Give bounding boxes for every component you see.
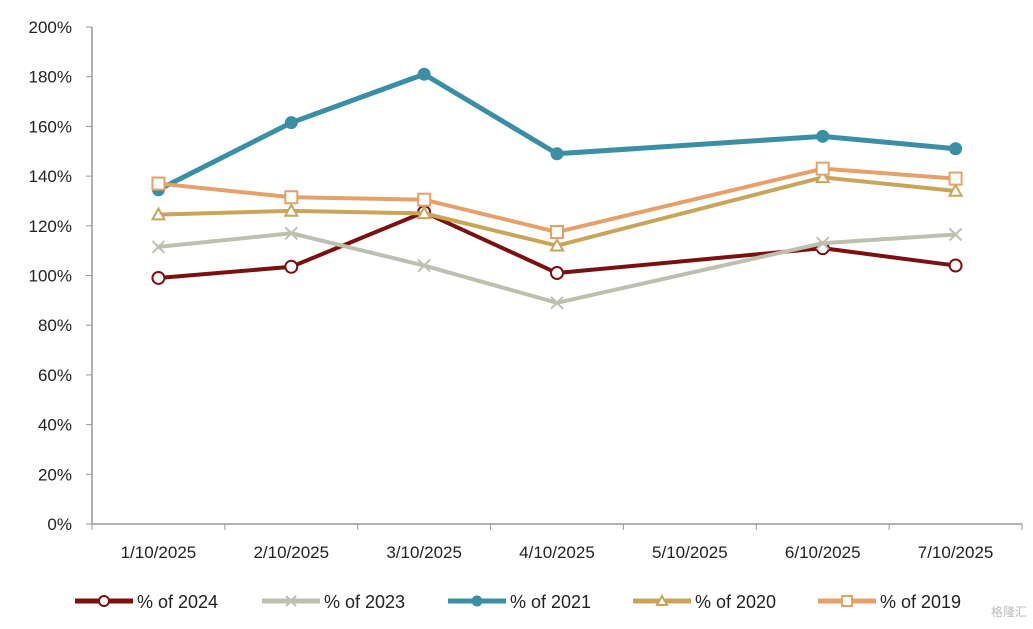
- x-axis-ticks: 1/10/2025 2/10/2025 3/10/2025 4/10/2025 5/10…: [91, 524, 1023, 562]
- y-axis-ticks: 0% 20% 40% 60% 80% 100% 120% 140% 160% 180% 200%: [29, 18, 92, 534]
- series-line: [156, 210, 958, 280]
- data-point: [947, 182, 964, 197]
- data-point: [284, 259, 299, 274]
- x-tick-label: 7/10/2025: [918, 543, 994, 562]
- data-point: [151, 176, 166, 191]
- x-tick-label: 1/10/2025: [121, 543, 197, 562]
- series-line: [156, 231, 958, 305]
- data-point: [417, 192, 432, 207]
- series-group: [151, 205, 963, 285]
- data-point-stroke: [948, 227, 963, 242]
- data-point: [284, 116, 298, 130]
- data-point: [150, 206, 167, 221]
- data-point: [816, 236, 830, 250]
- legend-item: % of 2024: [75, 592, 218, 612]
- data-point: [550, 147, 564, 161]
- series-group: [151, 226, 963, 310]
- data-point: [815, 169, 831, 184]
- x-tick-label: 2/10/2025: [253, 543, 329, 562]
- y-tick-label: 140%: [29, 167, 72, 186]
- data-point-stroke: [284, 226, 298, 240]
- data-point: [151, 240, 166, 254]
- data-point: [417, 258, 431, 273]
- y-tick-label: 200%: [29, 18, 72, 37]
- series-group: [150, 169, 964, 252]
- legend-label: % of 2021: [510, 592, 591, 612]
- legend-item: % of 2020: [633, 592, 776, 612]
- series-line: [156, 166, 958, 235]
- y-tick-label: 20%: [38, 465, 72, 484]
- data-point-stroke: [550, 296, 564, 310]
- data-point-stroke: [151, 240, 166, 254]
- legend-item: % of 2021: [448, 592, 591, 612]
- data-point: [655, 593, 669, 606]
- data-point-stroke: [816, 236, 830, 250]
- data-point: [285, 595, 297, 607]
- y-tick-label: 180%: [29, 68, 72, 87]
- data-point: [816, 129, 830, 143]
- series-group: [151, 67, 963, 197]
- legend-label: % of 2020: [695, 592, 776, 612]
- data-point: [550, 296, 564, 310]
- data-point: [417, 67, 431, 81]
- data-point: [284, 190, 299, 205]
- x-tick-label: 4/10/2025: [519, 543, 595, 562]
- y-tick-label: 40%: [38, 416, 72, 435]
- x-tick-label: 6/10/2025: [785, 543, 861, 562]
- series-group: [151, 161, 963, 240]
- legend-label: % of 2024: [137, 592, 218, 612]
- data-point: [151, 270, 166, 285]
- y-tick-label: 160%: [29, 117, 72, 136]
- series-layer: [150, 67, 964, 310]
- data-point: [471, 595, 483, 607]
- y-tick-label: 120%: [29, 217, 72, 236]
- legend-item: % of 2019: [818, 592, 961, 612]
- series-line: [156, 175, 958, 248]
- data-point: [949, 142, 963, 156]
- data-point: [284, 226, 298, 240]
- data-point: [550, 266, 564, 281]
- data-point: [948, 171, 963, 186]
- data-point: [815, 161, 830, 176]
- data-point: [841, 595, 853, 607]
- legend-label: % of 2019: [880, 592, 961, 612]
- x-tick-label: 3/10/2025: [386, 543, 462, 562]
- data-point-stroke: [285, 595, 297, 607]
- y-tick-label: 60%: [38, 366, 72, 385]
- watermark: 格隆汇: [990, 605, 1027, 619]
- y-tick-label: 100%: [29, 267, 72, 286]
- data-point: [948, 227, 963, 242]
- legend-label: % of 2023: [324, 592, 405, 612]
- legend: % of 2024 % of 2023 % of 2021 % of 2020 % of…: [75, 592, 961, 612]
- data-point: [948, 258, 963, 273]
- y-tick-label: 80%: [38, 316, 72, 335]
- legend-item: % of 2023: [262, 592, 405, 612]
- data-point: [549, 237, 565, 252]
- y-tick-label: 0%: [47, 515, 72, 534]
- x-tick-label: 5/10/2025: [652, 543, 728, 562]
- data-point: [550, 225, 564, 240]
- series-line: [155, 71, 959, 193]
- data-point: [98, 595, 110, 607]
- data-point: [416, 205, 432, 220]
- data-point: [283, 202, 299, 217]
- data-point-stroke: [417, 258, 431, 273]
